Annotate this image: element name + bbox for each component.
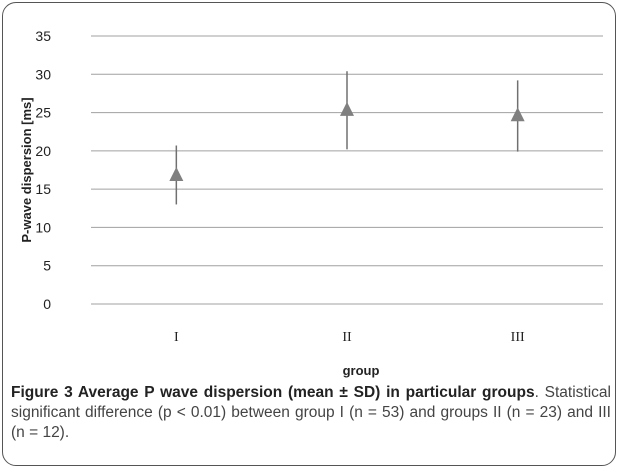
y-tick-label: 35 [35, 28, 51, 44]
y-tick-label: 0 [43, 296, 51, 312]
x-tick-label: III [511, 330, 525, 345]
y-tick-label: 30 [35, 66, 51, 82]
figure-frame: 0 5 10 15 20 25 30 35 I II III group P-wave dispersi… [2, 2, 616, 466]
data-point-marker [510, 107, 525, 122]
y-tick-label: 20 [35, 143, 51, 159]
y-axis-label: P-wave dispersion [ms] [19, 97, 34, 242]
x-axis-label: group [343, 363, 380, 378]
figure-caption: Figure 3 Average P wave dispersion (mean… [11, 383, 611, 443]
data-point-marker [340, 101, 354, 116]
y-tick-label: 5 [43, 258, 51, 274]
y-tick-label: 25 [35, 105, 51, 121]
y-tick-label: 10 [35, 219, 51, 235]
x-tick-label: II [342, 330, 352, 345]
caption-groups: groups [482, 384, 535, 401]
caption-text: . Statistical significant difference (p … [11, 384, 611, 441]
caption-lead: Figure 3 Average P wave dispersion (mean… [11, 384, 477, 401]
y-tick-label: 15 [35, 181, 51, 197]
x-tick-label: I [174, 330, 179, 345]
data-point-marker [169, 166, 184, 181]
